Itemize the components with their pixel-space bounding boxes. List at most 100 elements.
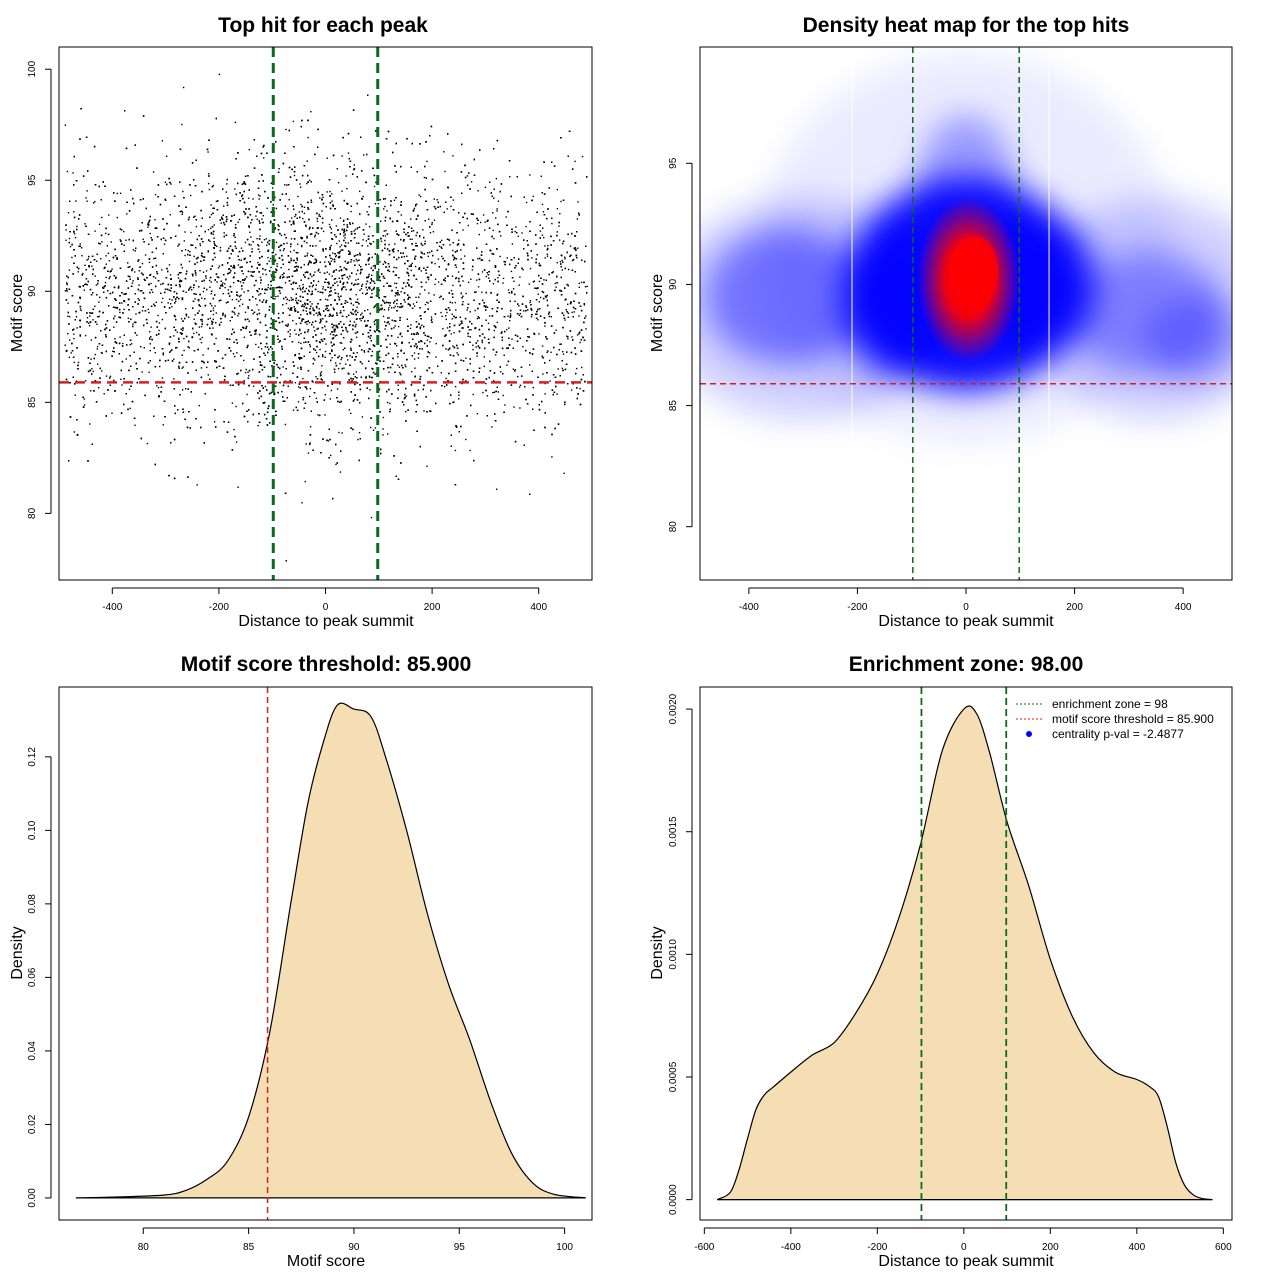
scatter-point — [556, 188, 558, 191]
scatter-point — [401, 335, 403, 338]
scatter-point — [359, 273, 361, 275]
scatter-point — [278, 225, 280, 227]
scatter-point — [499, 255, 501, 258]
scatter-point — [549, 380, 551, 382]
scatter-point — [525, 305, 527, 307]
scatter-point — [212, 313, 215, 316]
scatter-point — [409, 327, 412, 330]
scatter-point — [472, 344, 474, 346]
scatter-point — [219, 246, 222, 249]
scatter-point — [98, 315, 100, 318]
scatter-point — [559, 261, 562, 263]
scatter-point — [309, 426, 312, 428]
scatter-point — [451, 313, 453, 315]
scatter-point — [450, 289, 453, 292]
scatter-point — [90, 339, 93, 341]
scatter-point — [121, 384, 123, 386]
scatter-point — [371, 274, 373, 276]
scatter-point — [387, 309, 390, 311]
scatter-point — [221, 217, 223, 220]
scatter-point — [467, 335, 469, 337]
scatter-point — [142, 238, 144, 240]
scatter-point — [488, 277, 490, 279]
scatter-point — [511, 292, 513, 294]
scatter-point — [329, 190, 331, 193]
scatter-point — [257, 346, 260, 348]
scatter-point — [352, 373, 355, 375]
scatter-point — [207, 173, 210, 175]
scatter-point — [543, 236, 545, 239]
scatter-point — [67, 333, 69, 335]
scatter-point — [433, 219, 436, 221]
scatter-point — [225, 278, 227, 280]
scatter-point — [452, 401, 454, 404]
scatter-point — [370, 426, 372, 429]
scatter-point — [134, 271, 136, 273]
scatter-point — [452, 284, 454, 287]
scatter-point — [267, 286, 269, 289]
scatter-point — [444, 170, 446, 173]
scatter-point — [538, 333, 540, 335]
scatter-point — [335, 324, 337, 326]
scatter-point — [164, 181, 167, 183]
scatter-point — [264, 385, 267, 388]
scatter-point — [331, 219, 333, 221]
scatter-point — [257, 194, 260, 196]
scatter-point — [342, 349, 345, 351]
scatter-point — [485, 275, 487, 278]
scatter-point — [368, 273, 370, 276]
scatter-point — [83, 289, 85, 291]
scatter-point — [350, 311, 352, 314]
scatter-point — [209, 317, 211, 320]
scatter-point — [454, 385, 457, 388]
scatter-point — [558, 225, 560, 227]
scatter-point — [324, 414, 326, 416]
scatter-point — [86, 190, 88, 192]
scatter-point — [183, 349, 185, 352]
scatter-point — [179, 210, 181, 213]
scatter-point — [213, 237, 215, 239]
scatter-point — [357, 438, 359, 441]
scatter-point — [492, 283, 495, 285]
scatter-point — [297, 386, 300, 388]
scatter-point — [319, 321, 321, 324]
scatter-point — [583, 304, 586, 306]
scatter-point — [355, 254, 357, 256]
scatter-point — [371, 350, 374, 353]
scatter-point — [212, 327, 214, 329]
scatter-point — [434, 278, 437, 280]
scatter-point — [321, 291, 323, 294]
scatter-point — [284, 282, 287, 284]
scatter-point — [519, 384, 522, 386]
scatter-point — [561, 367, 563, 370]
scatter-point — [309, 273, 312, 275]
scatter-point — [74, 236, 77, 239]
scatter-point — [384, 239, 386, 242]
scatter-point — [556, 393, 558, 395]
scatter-point — [556, 262, 558, 264]
scatter-point — [413, 358, 416, 360]
scatter-point — [301, 291, 304, 293]
scatter-point — [216, 276, 218, 278]
scatter-point — [258, 294, 260, 296]
scatter-point — [83, 398, 85, 400]
scatter-point — [358, 432, 361, 434]
scatter-point — [397, 325, 400, 328]
scatter-point — [353, 164, 355, 166]
scatter-point — [237, 221, 239, 223]
scatter-point — [555, 329, 557, 331]
scatter-point — [320, 371, 323, 373]
scatter-point — [119, 192, 122, 194]
scatter-point — [79, 334, 81, 336]
scatter-point — [465, 438, 467, 441]
scatter-point — [275, 295, 277, 298]
scatter-point — [397, 356, 399, 358]
scatter-point — [299, 329, 301, 332]
scatter-point — [472, 393, 474, 396]
scatter-point — [429, 232, 432, 234]
scatter-point — [168, 264, 171, 266]
scatter-point — [334, 362, 337, 364]
scatter-point — [452, 155, 454, 157]
scatter-point — [523, 310, 525, 312]
scatter-point — [455, 277, 458, 279]
